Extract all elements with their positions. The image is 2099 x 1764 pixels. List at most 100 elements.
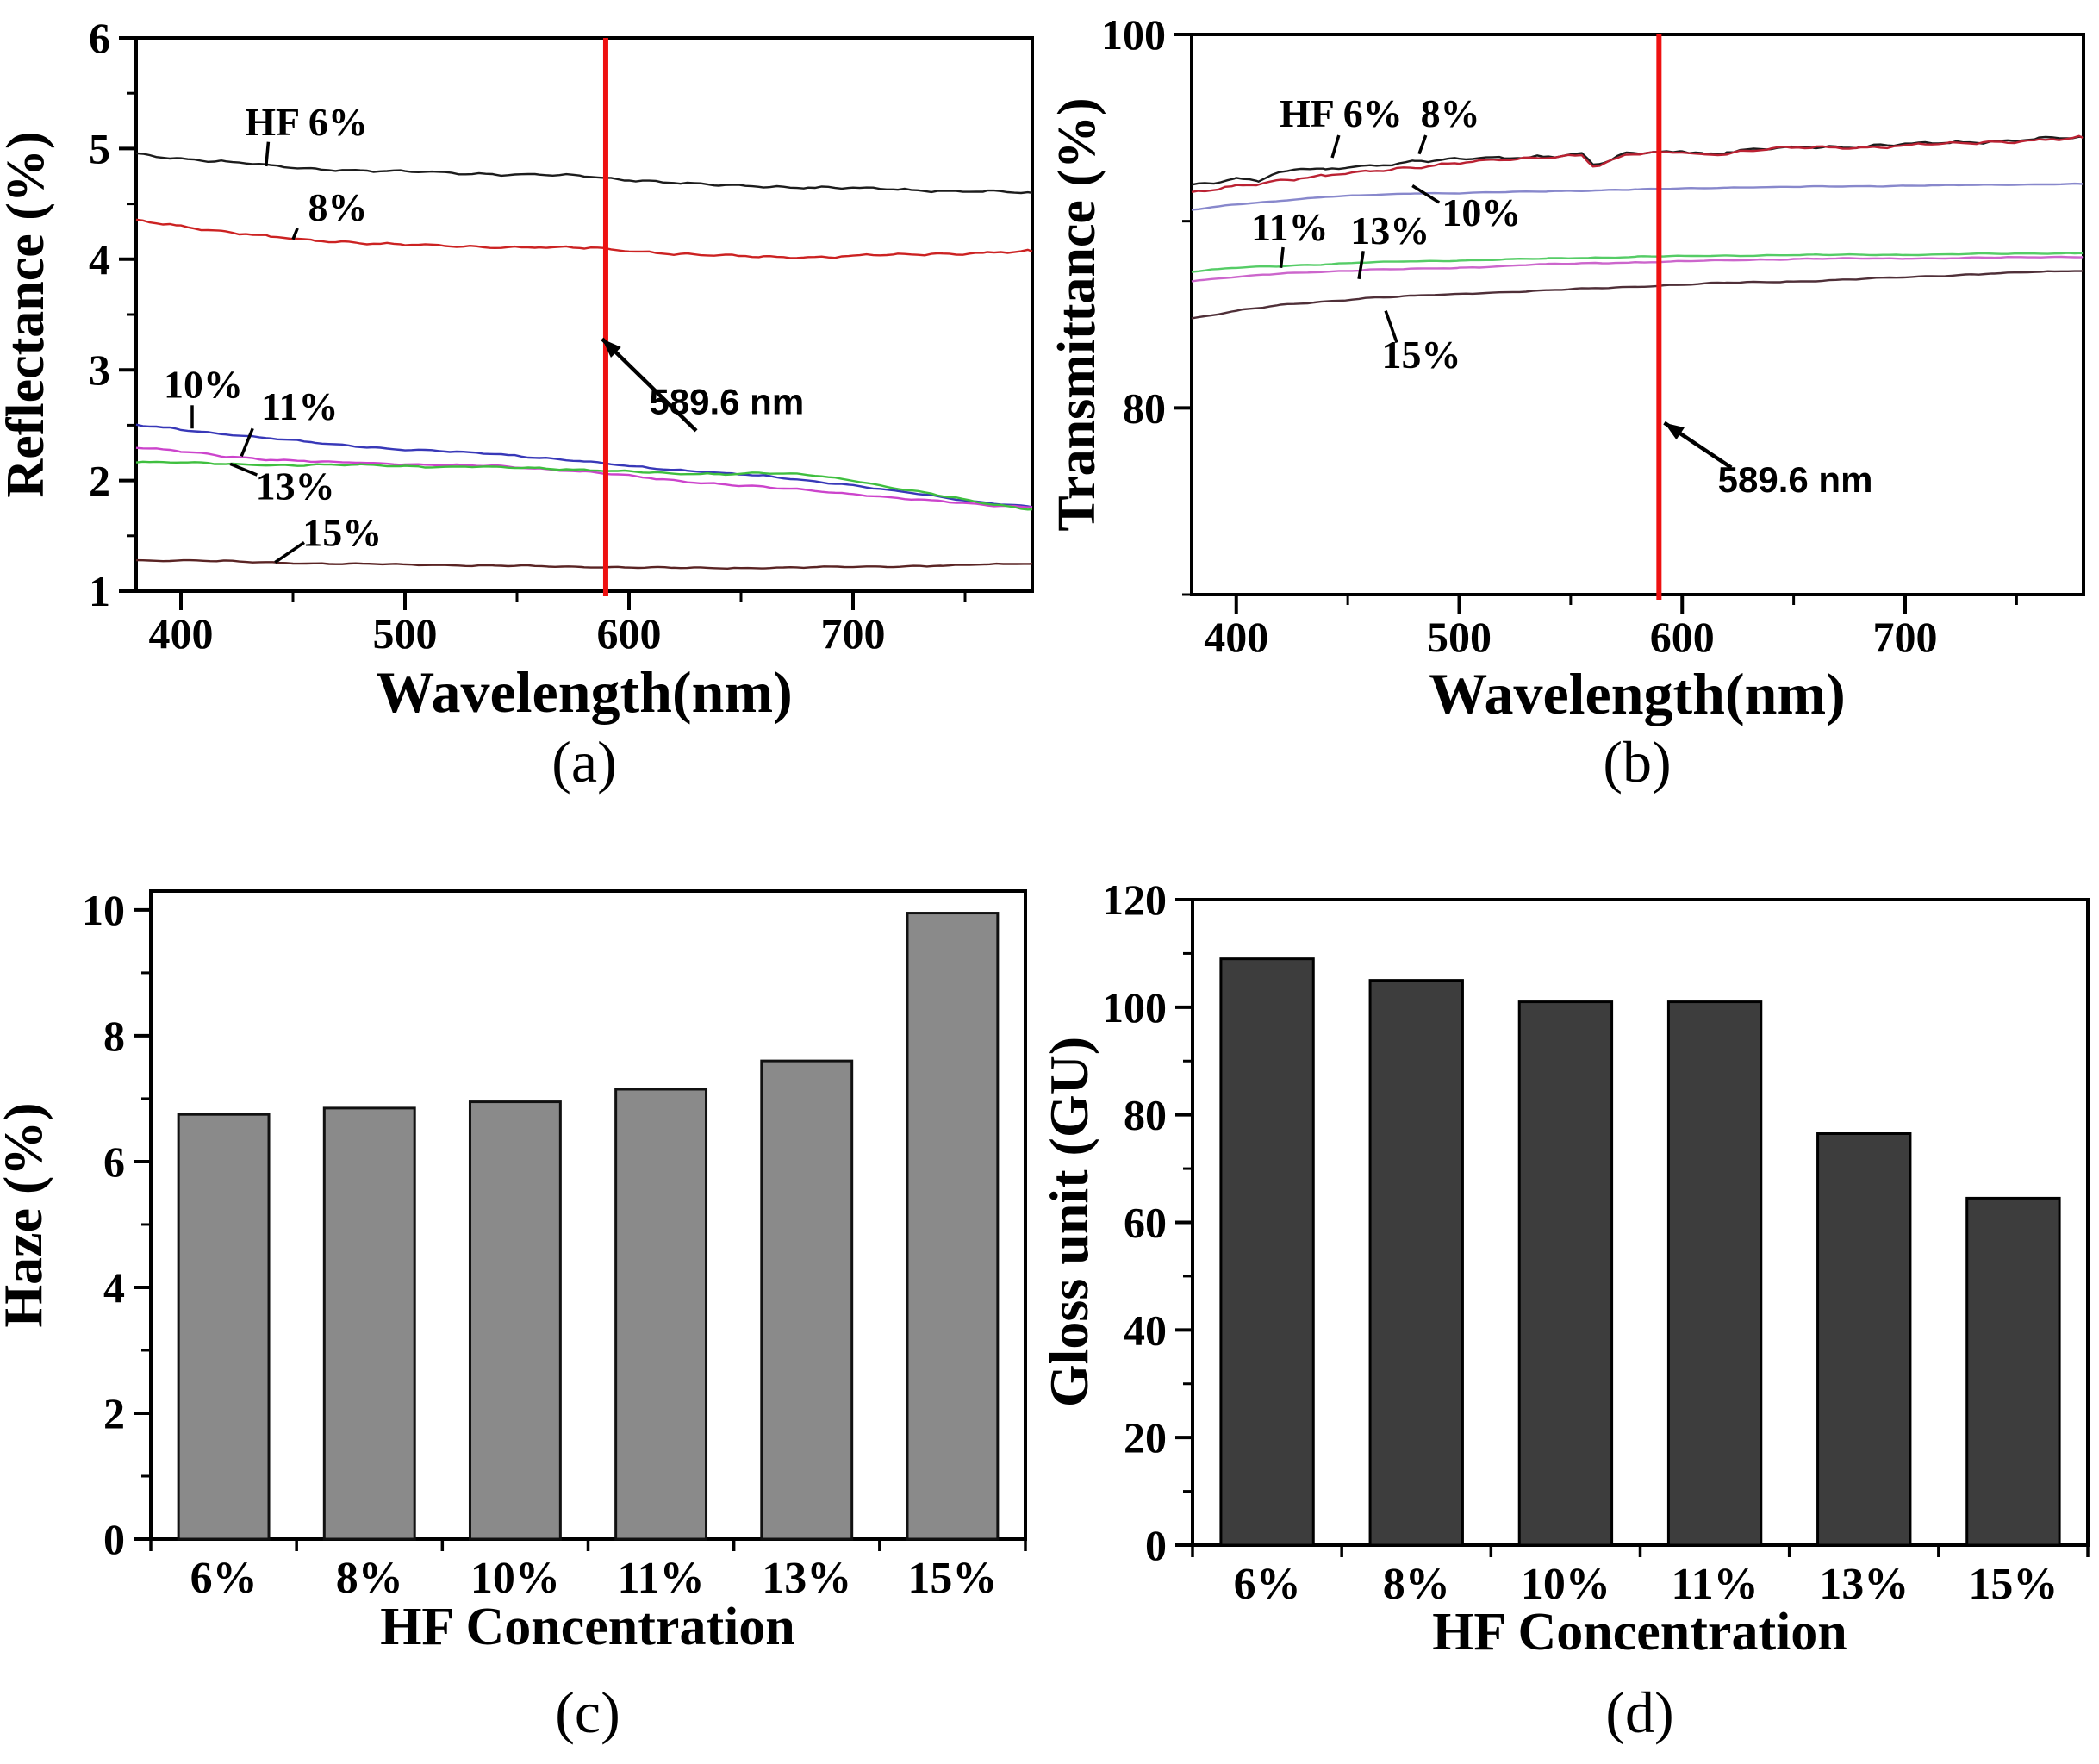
- x-tick-label: 400: [149, 609, 214, 658]
- caption-b: (b): [1603, 729, 1672, 795]
- curve-label: 13%: [256, 464, 335, 508]
- x-tick-label: 500: [1427, 613, 1492, 661]
- curve-label-leader: [274, 541, 305, 564]
- y-tick-label: 10: [82, 886, 125, 934]
- curve-label-leader: [1384, 310, 1398, 344]
- plot-border: [1191, 898, 2090, 1547]
- series-13: [1191, 255, 2084, 283]
- y-tick-label: 60: [1124, 1199, 1167, 1247]
- y-tick-label: 6: [103, 1138, 125, 1186]
- bar-13%: [1816, 1132, 1912, 1547]
- y-tick-label: 8: [103, 1012, 125, 1060]
- bar-6%: [1219, 957, 1315, 1547]
- y-tick-label: 100: [1102, 983, 1167, 1032]
- bar-15%: [1965, 1196, 2061, 1547]
- curve-label: HF 6%: [245, 100, 368, 144]
- y-axis: 0 2 4 6 8 10: [82, 886, 151, 1563]
- series-HF6: [1191, 135, 2084, 186]
- series-15: [1191, 269, 2084, 320]
- curve-label: 13%: [1350, 209, 1429, 252]
- reference-line-label: 589.6 nm: [1718, 459, 1873, 500]
- y-axis: 0 20 40 60 80 100 120: [1102, 882, 1193, 1569]
- x-tick-label: 400: [1204, 613, 1268, 661]
- x-axis-title: HF Concentration: [380, 1598, 795, 1656]
- x-axis: [149, 1539, 1027, 1551]
- series-10: [135, 423, 1033, 508]
- caption-d: (d): [1605, 1680, 1674, 1745]
- series-13: [135, 460, 1033, 511]
- x-category-label: 13%: [1819, 1560, 1909, 1609]
- x-category-label: 11%: [618, 1554, 705, 1603]
- x-tick-label: 500: [373, 609, 438, 658]
- x-axis: 400 500 600 700: [149, 591, 967, 658]
- reflectance-plot: 400 500 600 700 1 2 3 4 5 6 Wavelength(nm) Reflecta…: [0, 14, 1034, 725]
- plot-border: [149, 889, 1027, 1541]
- curve-label-leader: [265, 141, 271, 167]
- curve-label-leader: [1417, 134, 1428, 155]
- y-tick-label: 120: [1102, 882, 1167, 924]
- series-15: [135, 558, 1033, 570]
- y-tick-label: 0: [103, 1515, 125, 1563]
- y-tick-label: 0: [1145, 1521, 1167, 1569]
- curve-label: 8%: [308, 185, 368, 229]
- transmittance-plot: 400 500 600 700 80 100 Wavelength(nm) Transmitt…: [1050, 10, 2085, 726]
- curve-label-leader: [1411, 184, 1441, 204]
- x-axis: [1191, 1545, 2090, 1557]
- curve-label-leader: [1330, 134, 1341, 159]
- x-tick-label: 600: [597, 609, 662, 658]
- series-8: [1191, 134, 2084, 193]
- curve-label: 11%: [261, 384, 338, 428]
- y-axis: 80 100: [1101, 10, 1192, 596]
- panel-a-reflectance: 400 500 600 700 1 2 3 4 5 6 Wavelength(nm) Reflecta…: [0, 0, 1050, 882]
- annotation-arrow-line: [601, 337, 698, 433]
- y-tick-label: 4: [89, 235, 110, 284]
- x-category-label: 15%: [907, 1554, 997, 1603]
- x-axis-title: HF Concentration: [1432, 1603, 1847, 1661]
- x-category-label: 6%: [190, 1554, 258, 1603]
- curve-label: 15%: [302, 510, 382, 554]
- x-category-label: 10%: [470, 1554, 560, 1603]
- y-tick-label: 5: [89, 124, 110, 172]
- bar-10%: [468, 1100, 562, 1541]
- y-tick-label: 4: [103, 1263, 125, 1312]
- curve-label-leader: [291, 228, 299, 240]
- panel-b-transmittance: 400 500 600 700 80 100 Wavelength(nm) Transmitt…: [1050, 0, 2099, 882]
- transmittance-chart: 400 500 600 700 80 100 Wavelength(nm) Transmitt…: [1050, 10, 2085, 726]
- x-axis-title: Wavelength(nm): [376, 659, 793, 725]
- y-axis-title: Transmittance (%): [1050, 97, 1106, 531]
- y-tick-label: 3: [89, 346, 110, 394]
- y-tick-label: 2: [89, 457, 110, 505]
- y-tick-label: 2: [103, 1389, 125, 1437]
- x-tick-label: 700: [821, 609, 886, 658]
- bars: [1219, 957, 2061, 1547]
- x-category-label: 8%: [1383, 1560, 1450, 1609]
- y-tick-label: 100: [1101, 10, 1166, 59]
- x-category-label: 11%: [1672, 1560, 1759, 1609]
- bar-11%: [614, 1088, 708, 1541]
- x-axis-title: Wavelength(nm): [1429, 661, 1846, 726]
- x-category-label: 10%: [1521, 1560, 1610, 1609]
- caption-c: (c): [555, 1680, 620, 1745]
- y-tick-label: 20: [1124, 1413, 1167, 1462]
- annotation-arrow-head: [1664, 422, 1685, 440]
- bar-11%: [1666, 1000, 1763, 1547]
- curve-label-leader: [229, 462, 258, 477]
- curve-label: 15%: [1382, 333, 1461, 377]
- reflectance-chart: 400 500 600 700 1 2 3 4 5 6 Wavelength(nm) Reflecta…: [0, 14, 1034, 725]
- y-tick-label: 1: [89, 567, 110, 615]
- gloss-plot: 0 20 40 60 80 100 120 6% 8% 10% 11% 13% 15% HF Concen…: [1050, 882, 2090, 1661]
- y-tick-label: 40: [1124, 1306, 1167, 1354]
- series-10: [1191, 182, 2084, 211]
- curve-label: 10%: [164, 362, 243, 406]
- x-tick-label: 600: [1650, 613, 1715, 661]
- panel-c-haze: 0 2 4 6 8 10 6% 8% 10% 11% 13% 15% HF Concentration H…: [0, 882, 1050, 1764]
- bar-8%: [1368, 979, 1464, 1547]
- curve-label: HF 6%: [1280, 91, 1403, 135]
- x-axis: 400 500 600 700: [1204, 595, 2018, 661]
- y-tick-label: 80: [1124, 1091, 1167, 1139]
- y-axis: 1 2 3 4 5 6: [89, 14, 136, 615]
- bar-8%: [322, 1106, 416, 1541]
- annotation-arrow-head: [601, 339, 621, 358]
- caption-a: (a): [551, 729, 617, 795]
- series-11: [135, 446, 1033, 508]
